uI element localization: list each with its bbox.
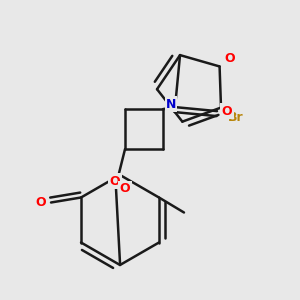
Text: O: O [222,105,232,118]
Text: O: O [110,175,120,188]
Text: O: O [36,196,46,209]
Text: O: O [120,182,130,196]
Text: N: N [166,98,176,111]
Text: O: O [225,52,236,65]
Text: Br: Br [228,111,243,124]
